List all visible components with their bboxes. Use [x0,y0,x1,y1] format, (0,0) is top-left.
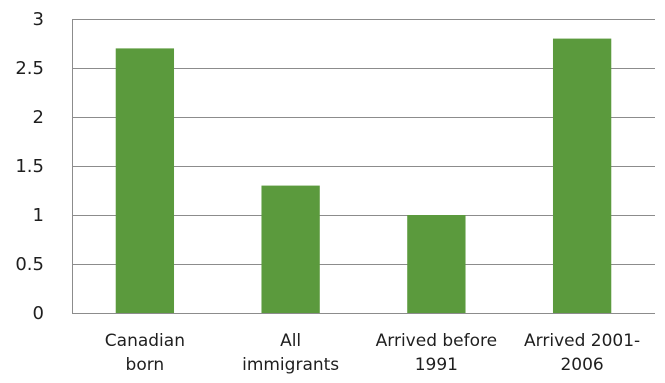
x-category-label-line: 2006 [560,355,603,375]
bars [115,38,612,314]
x-category-label-line: Canadian [105,331,185,351]
bar [261,185,320,313]
x-category-labels: Canadian born All immigrants Arrived before 1… [105,331,640,375]
x-category-label-line: immigrants [242,355,339,375]
x-category-label-line: Arrived before [376,331,497,351]
x-category-label: Arrived 2001- 2006 [524,331,640,375]
y-tick-label: 0 [33,303,44,324]
x-category-label: All immigrants [242,331,339,375]
x-category-label: Arrived before 1991 [376,331,497,375]
x-category-label-line: Arrived 2001- [524,331,640,351]
y-tick-label: 1 [33,205,44,226]
y-tick-label: 2 [33,107,44,128]
y-tick-label: 2.5 [15,58,44,79]
y-tick-label: 3 [33,9,44,30]
x-category-label-line: All [280,331,301,351]
x-category-label-line: 1991 [415,355,458,375]
bar [552,38,612,313]
bar [407,215,466,313]
bar [115,48,175,314]
x-category-label-line: born [126,355,165,375]
y-tick-label: 1.5 [15,156,44,177]
y-tick-label: 0.5 [15,254,44,275]
y-tick-labels: 0 0.5 1 1.5 2 2.5 3 [15,9,44,324]
x-category-label: Canadian born [105,331,185,375]
axes [72,19,655,314]
